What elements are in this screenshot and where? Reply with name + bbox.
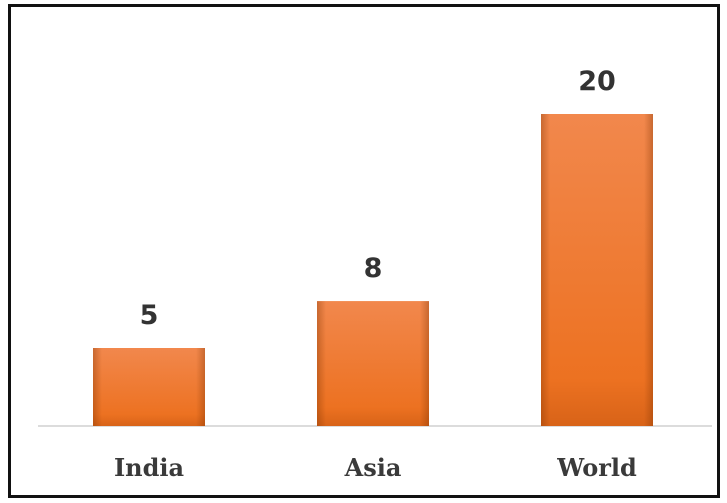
bar-edge bbox=[541, 114, 653, 426]
value-label: 8 bbox=[364, 253, 383, 284]
x-tick-label: India bbox=[114, 453, 184, 482]
x-tick-label: Asia bbox=[344, 453, 402, 482]
value-label: 20 bbox=[578, 66, 616, 97]
x-tick-label: World bbox=[556, 453, 637, 482]
bar-edge bbox=[317, 301, 429, 426]
value-label: 5 bbox=[140, 300, 159, 331]
bar-edge bbox=[93, 348, 205, 426]
